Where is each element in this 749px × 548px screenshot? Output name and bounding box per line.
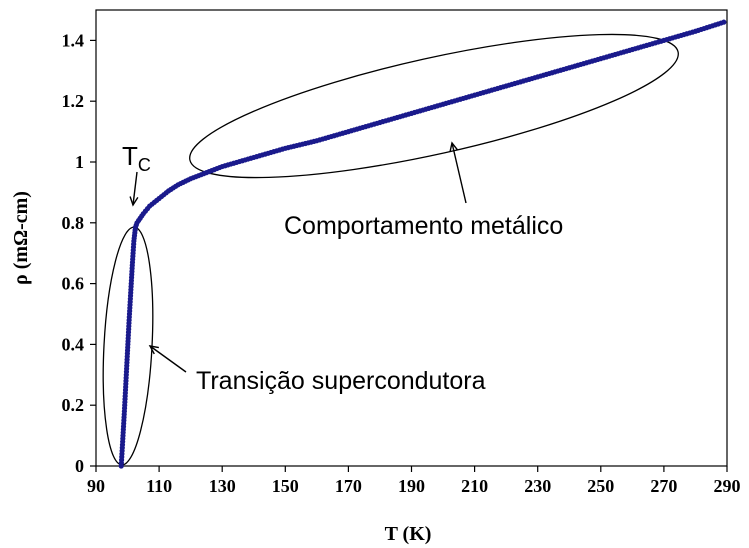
x-tick-label: 130 [209, 476, 236, 496]
x-axis-title: T (K) [385, 523, 432, 545]
x-tick-label: 90 [87, 476, 105, 496]
axis-ticks: 90 110 130 150 170 190 210 230 250 270 290 0 0.2 0.4 0… [62, 30, 741, 496]
superconducting-arrow-shaft [149, 345, 187, 373]
data-point [721, 19, 727, 25]
y-tick-label: 1 [75, 152, 84, 172]
y-axis-title: ρ (mΩ-cm) [10, 191, 32, 285]
annotation-metallic: Comportamento metálico [284, 212, 563, 240]
y-tick-label: 0.6 [62, 274, 85, 294]
x-tick-label: 210 [461, 476, 488, 496]
metallic-arrow-shaft [451, 142, 467, 204]
x-tick-label: 110 [146, 476, 172, 496]
y-tick-label: 0.2 [62, 395, 85, 415]
annotation-tc-sub: C [138, 155, 151, 175]
y-tick-label: 0.4 [62, 334, 85, 354]
x-tick-label: 250 [587, 476, 614, 496]
tc-arrow-shaft [132, 171, 138, 206]
data-series [118, 19, 727, 469]
x-tick-label: 170 [335, 476, 362, 496]
y-tick-label: 0 [75, 456, 84, 476]
tc-arrow-head [129, 196, 139, 207]
series-line [119, 20, 725, 467]
y-tick-label: 1.4 [62, 30, 85, 50]
x-tick-label: 150 [272, 476, 299, 496]
x-tick-label: 270 [650, 476, 677, 496]
superconducting-arrow-head [148, 345, 159, 355]
superconducting-arrow [148, 345, 187, 373]
tc-arrow [129, 171, 139, 207]
metallic-ellipse [189, 33, 679, 179]
metallic-arrow-head [449, 141, 459, 152]
annotation-tc-main: T [122, 141, 138, 171]
x-tick-label: 230 [524, 476, 551, 496]
annotation-superconducting: Transição supercondutora [196, 367, 486, 395]
x-tick-label: 190 [398, 476, 425, 496]
annotation-tc: TC [122, 141, 151, 175]
y-tick-label: 1.2 [62, 91, 85, 111]
y-tick-label: 0.8 [62, 213, 85, 233]
annotations: Comportamento metálico Transição superco… [122, 141, 563, 395]
x-tick-label: 290 [714, 476, 741, 496]
metallic-arrow [449, 141, 467, 204]
